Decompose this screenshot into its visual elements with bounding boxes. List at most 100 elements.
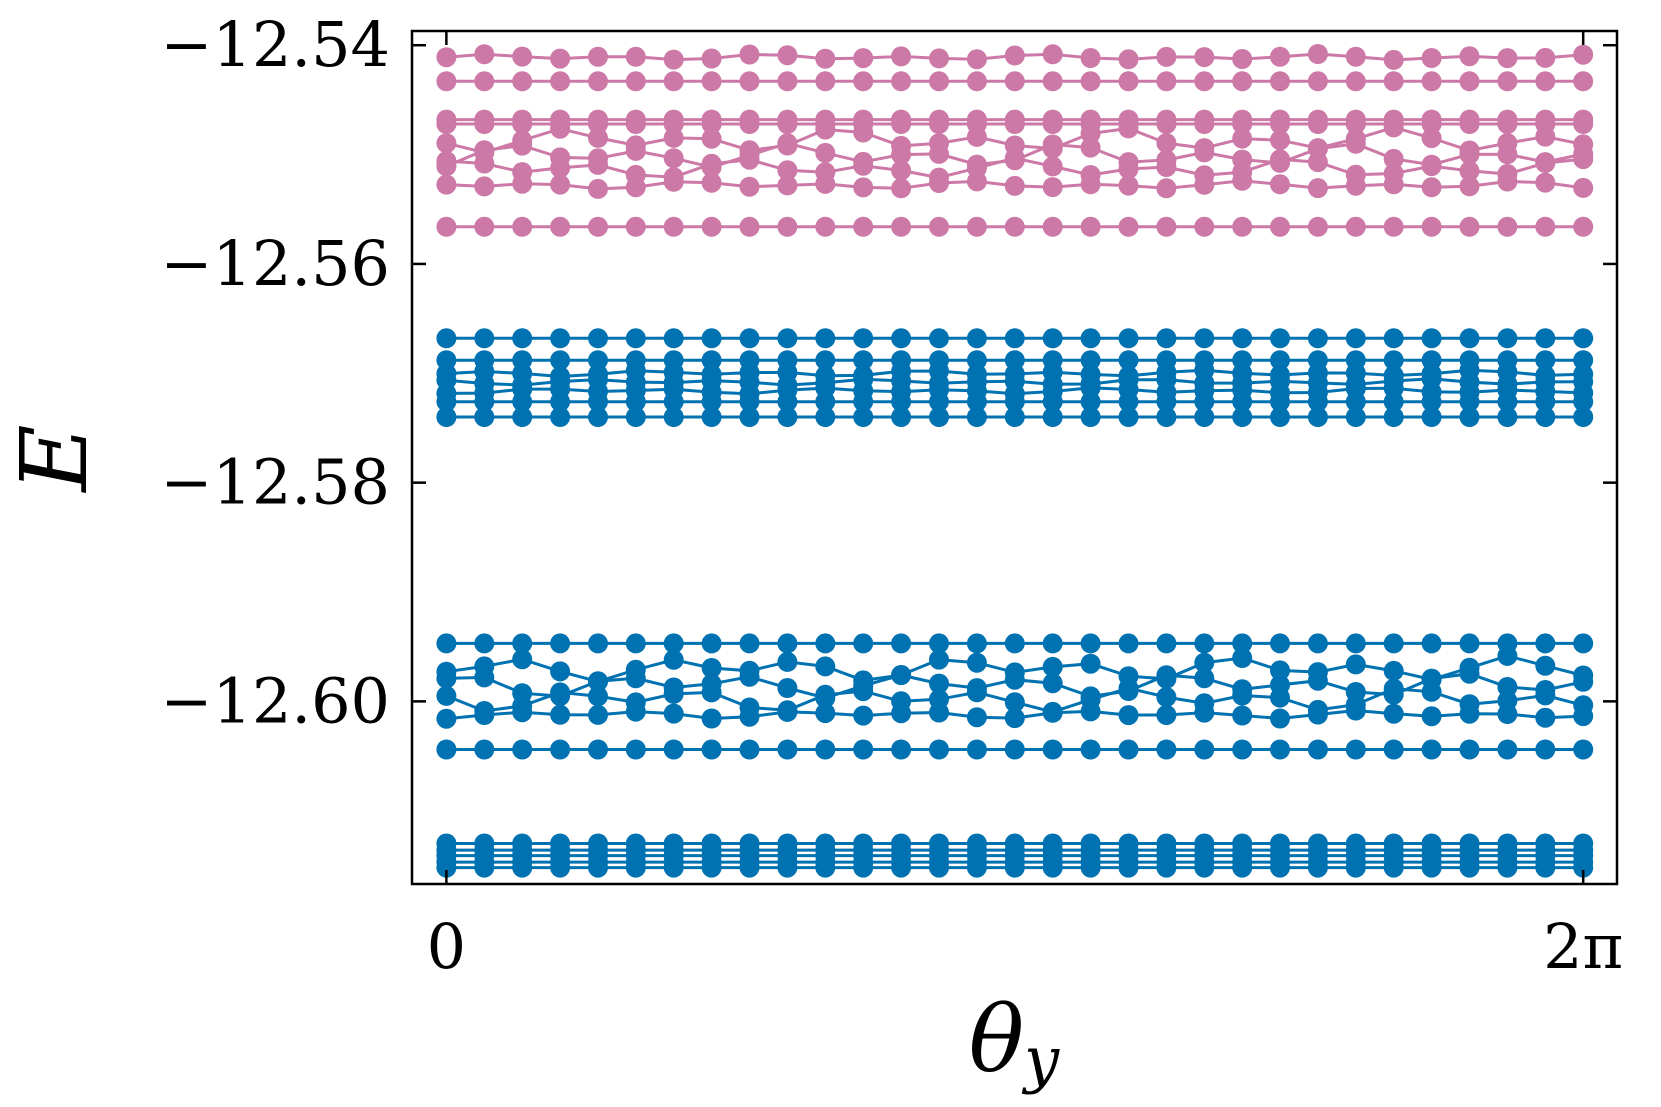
data-point: [1232, 391, 1253, 412]
data-point: [1270, 708, 1290, 729]
data-point: [777, 678, 798, 698]
data-point: [1345, 46, 1366, 67]
data-point: [588, 178, 608, 199]
data-point: [1042, 177, 1063, 198]
data-point: [929, 702, 949, 723]
data-point: [739, 739, 760, 760]
data-point: [512, 46, 533, 67]
data-point: [701, 114, 722, 134]
data-point: [1345, 654, 1366, 675]
data-point: [1080, 377, 1101, 398]
data-point: [1118, 159, 1139, 179]
data-point: [1459, 216, 1480, 237]
data-point: [1194, 652, 1215, 673]
data-point: [929, 649, 949, 670]
data-point: [1383, 216, 1404, 237]
data-point: [853, 48, 874, 69]
data-point: [663, 703, 684, 724]
data-point: [1080, 407, 1101, 427]
data-point: [1194, 47, 1215, 68]
data-point: [436, 391, 457, 412]
data-point: [1156, 114, 1177, 134]
data-point: [625, 177, 646, 198]
data-point: [1194, 71, 1215, 92]
data-point: [1156, 857, 1177, 878]
data-point: [1383, 407, 1404, 427]
data-point: [1307, 178, 1328, 199]
data-point: [701, 350, 722, 371]
data-point: [1307, 328, 1328, 349]
data-point: [1573, 71, 1594, 92]
data-point: [663, 633, 684, 654]
data-point: [1535, 126, 1556, 147]
data-point: [663, 148, 684, 169]
data-point: [1270, 328, 1290, 349]
data-point: [588, 407, 608, 427]
data-point: [1194, 142, 1215, 163]
data-point: [815, 656, 836, 677]
data-point: [512, 114, 533, 134]
data-point: [1232, 857, 1253, 878]
x-tick-label: 2π: [1543, 910, 1623, 983]
data-point: [436, 114, 457, 134]
data-point: [1421, 633, 1442, 654]
data-point: [1573, 739, 1594, 760]
data-point: [1270, 216, 1290, 237]
data-point: [891, 144, 912, 165]
data-point: [853, 705, 874, 726]
data-point: [550, 857, 571, 878]
data-point: [1535, 391, 1556, 412]
data-point: [1194, 702, 1215, 723]
data-point: [1270, 130, 1290, 151]
x-axis-label-subscript: y: [1021, 1023, 1060, 1096]
data-point: [436, 739, 457, 760]
data-point: [1042, 134, 1063, 155]
data-point: [663, 739, 684, 760]
data-point: [1383, 71, 1404, 92]
data-point: [436, 133, 457, 154]
data-point: [588, 127, 608, 148]
data-point: [550, 350, 571, 371]
data-point: [1004, 71, 1025, 92]
data-point: [1535, 71, 1556, 92]
data-point: [1573, 149, 1594, 170]
data-point: [1383, 49, 1404, 70]
data-point: [1497, 71, 1518, 92]
data-point: [815, 703, 836, 724]
data-point: [1042, 71, 1063, 92]
data-point: [1270, 857, 1290, 878]
data-point: [1042, 216, 1063, 237]
data-point: [777, 651, 798, 672]
data-point: [474, 44, 495, 65]
x-axis-label-symbol: θ: [969, 986, 1024, 1093]
band-group: [436, 328, 1594, 427]
data-point: [1573, 328, 1594, 349]
data-point: [550, 682, 571, 703]
data-point: [777, 71, 798, 92]
data-point: [1042, 656, 1063, 677]
data-point: [891, 216, 912, 237]
data-point: [966, 216, 987, 237]
data-point: [1080, 216, 1101, 237]
data-point: [550, 118, 571, 139]
data-point: [891, 178, 912, 199]
data-point: [701, 407, 722, 427]
data-point: [550, 216, 571, 237]
data-point: [891, 328, 912, 349]
data-point: [1345, 216, 1366, 237]
data-point: [1232, 648, 1253, 668]
data-point: [474, 71, 495, 92]
data-point: [739, 666, 760, 687]
data-point: [1042, 328, 1063, 349]
data-point: [1004, 328, 1025, 349]
data-point: [1459, 739, 1480, 760]
data-point: [1383, 117, 1404, 138]
data-point: [929, 633, 949, 654]
data-point: [891, 46, 912, 67]
data-point: [1042, 857, 1063, 878]
data-point: [1459, 46, 1480, 67]
data-point: [588, 46, 608, 67]
data-point: [739, 407, 760, 427]
data-point: [1156, 216, 1177, 237]
data-point: [1307, 407, 1328, 427]
